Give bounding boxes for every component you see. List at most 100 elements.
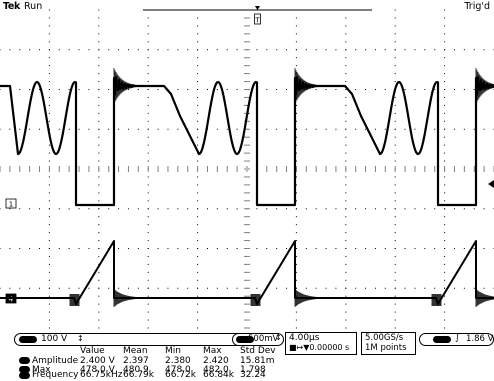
- grid-dot: [49, 208, 50, 209]
- grid-dot: [197, 208, 198, 209]
- grid-dot: [345, 33, 346, 34]
- grid-dot: [249, 248, 250, 249]
- grid-dot: [345, 264, 346, 265]
- grid-dot: [444, 17, 445, 18]
- grid-dot: [395, 167, 396, 168]
- grid-dot: [464, 171, 465, 172]
- grid-dot: [316, 248, 317, 249]
- grid-dot: [345, 57, 346, 58]
- grid-dot: [365, 167, 366, 168]
- grid-dot: [247, 280, 248, 281]
- grid-dot: [395, 176, 396, 177]
- grid-dot: [395, 208, 396, 209]
- grid-dot: [249, 113, 250, 114]
- grid-dot: [474, 89, 475, 90]
- grid-dot: [326, 248, 327, 249]
- grid-dot: [424, 171, 425, 172]
- grid-dot: [296, 264, 297, 265]
- grid-dot: [108, 89, 109, 90]
- grid-dot: [49, 161, 50, 162]
- grid-dot: [247, 57, 248, 58]
- grid-dot: [385, 89, 386, 90]
- grid-dot: [306, 208, 307, 209]
- grid-dot: [9, 129, 10, 130]
- grid-dot: [197, 57, 198, 58]
- grid-dot: [444, 129, 445, 130]
- grid-dot: [256, 49, 257, 50]
- grid-dot: [464, 208, 465, 209]
- grid-dot: [385, 288, 386, 289]
- grid-dot: [49, 121, 50, 122]
- grid-dot: [454, 288, 455, 289]
- grid-dot: [345, 328, 346, 329]
- grid-dot: [266, 49, 267, 50]
- grid-dot: [249, 57, 250, 58]
- grid-dot: [167, 248, 168, 249]
- grid-dot: [326, 171, 327, 172]
- grid-dot: [177, 129, 178, 130]
- grid-dot: [395, 33, 396, 34]
- ch1-ground-marker[interactable]: 1: [6, 199, 16, 209]
- grid-dot: [345, 153, 346, 154]
- grid-dot: [245, 65, 246, 66]
- grid-dot: [108, 288, 109, 289]
- grid-dot: [237, 248, 238, 249]
- grid-dot: [29, 169, 30, 170]
- grid-dot: [69, 248, 70, 249]
- grid-dot: [434, 169, 435, 170]
- grid-dot: [128, 129, 129, 130]
- grid-dot: [158, 169, 159, 170]
- grid-dot: [49, 105, 50, 106]
- grid-dot: [98, 129, 99, 130]
- grid-dot: [245, 145, 246, 146]
- grid-dot: [345, 137, 346, 138]
- grid-dot: [118, 248, 119, 249]
- grid-dot: [98, 224, 99, 225]
- measurement-max: 66.84k: [203, 370, 234, 381]
- grid-dot: [39, 171, 40, 172]
- grid-dot: [49, 272, 50, 273]
- grid-dot: [444, 248, 445, 249]
- grid-dot: [247, 129, 248, 130]
- grid-dot: [454, 167, 455, 168]
- grid-dot: [128, 89, 129, 90]
- grid-dot: [207, 248, 208, 249]
- acquisition-readout[interactable]: 5.00GS/s 1M points: [361, 332, 416, 355]
- grid-dot: [98, 89, 99, 90]
- grid-dot: [276, 169, 277, 170]
- grid-dot: [444, 145, 445, 146]
- grid-dot: [405, 171, 406, 172]
- grid-dot: [49, 224, 50, 225]
- grid-dot: [247, 161, 248, 162]
- grid-dot: [365, 171, 366, 172]
- grid-dot: [326, 208, 327, 209]
- grid-dot: [247, 312, 248, 313]
- trigger-level-marker[interactable]: [488, 180, 494, 188]
- grid-dot: [245, 176, 246, 177]
- grid-dot: [474, 49, 475, 50]
- grid-dot: [444, 25, 445, 26]
- grid-dot: [167, 49, 168, 50]
- timebase-readout[interactable]: 4.00µs ■↦▼0.00000 s: [285, 332, 357, 355]
- grid-dot: [98, 312, 99, 313]
- grid-dot: [395, 312, 396, 313]
- grid-dot: [148, 49, 149, 50]
- trigger-readout[interactable]: ∫ 1.86 V: [419, 333, 494, 346]
- grid-dot: [88, 169, 89, 170]
- grid-dot: [79, 49, 80, 50]
- grid-dot: [118, 288, 119, 289]
- grid-dot: [249, 192, 250, 193]
- grid-dot: [464, 89, 465, 90]
- grid-dot: [395, 296, 396, 297]
- grid-dot: [217, 208, 218, 209]
- grid-dot: [98, 328, 99, 329]
- grid-dot: [227, 248, 228, 249]
- trigger-position-marker[interactable]: T: [254, 6, 260, 25]
- grid-dot: [245, 328, 246, 329]
- grid-dot: [395, 240, 396, 241]
- grid-dot: [365, 288, 366, 289]
- grid-dot: [444, 216, 445, 217]
- measurement-std-dev: 32.24: [240, 370, 266, 381]
- trigger-level: 1.86 V: [466, 334, 493, 344]
- grid-dot: [98, 232, 99, 233]
